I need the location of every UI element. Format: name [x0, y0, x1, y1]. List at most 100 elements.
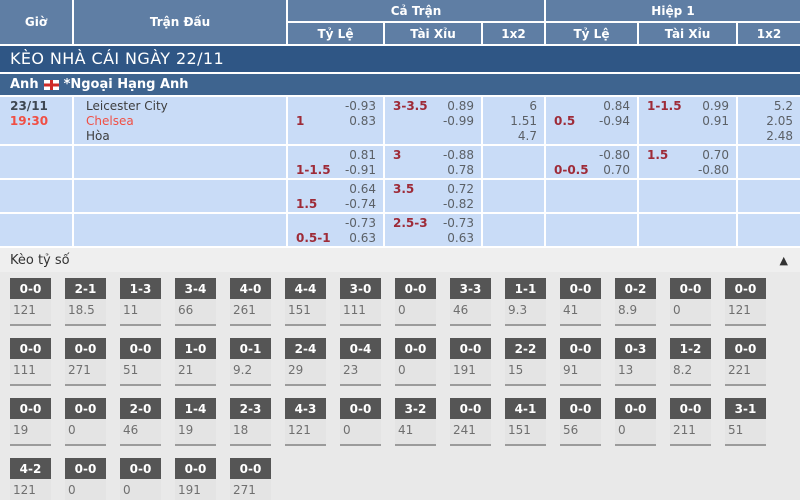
score-chip[interactable]: 0-0 221 — [725, 338, 766, 386]
score-chip[interactable]: 4-2 121 — [10, 458, 51, 500]
score-chip[interactable]: 4-0 261 — [230, 278, 271, 326]
ft-handicap-cell[interactable]: 0.5-1 -0.73 0.63 — [288, 214, 383, 246]
h1-over-under-cell[interactable]: 1-1.5 0.99 0.91 — [639, 97, 736, 144]
score-chip[interactable]: 3-3 46 — [450, 278, 491, 326]
h1-over-under-cell[interactable]: 1.5 0.70 -0.80 — [639, 146, 736, 178]
score-chip[interactable]: 0-4 23 — [340, 338, 381, 386]
score-chip[interactable]: 0-0 19 — [10, 398, 51, 446]
handicap-value: 0.5 — [554, 114, 576, 128]
score-chip-label: 0-0 — [120, 338, 161, 359]
score-chip[interactable]: 2-0 46 — [120, 398, 161, 446]
odds-table: Giờ Trận Đấu Cả Trận Hiệp 1 Tỷ Lệ Tài Xỉ… — [0, 0, 800, 246]
handicap-value: 3.5 — [393, 182, 415, 196]
ft-1x2-cell[interactable]: 6 1.51 4.7 — [483, 97, 544, 144]
header-h1-over-under: Tài Xỉu — [639, 23, 736, 44]
score-chip[interactable]: 0-0 56 — [560, 398, 601, 446]
score-chip[interactable]: 0-1 9.2 — [230, 338, 271, 386]
score-chip[interactable]: 0-2 8.9 — [615, 278, 656, 326]
score-chip[interactable]: 4-4 151 — [285, 278, 326, 326]
h1-handicap-cell[interactable]: 0.5 0.84 -0.94 — [546, 97, 637, 144]
score-chip-odds: 41 — [398, 423, 414, 437]
score-chip[interactable]: 0-0 0 — [120, 458, 161, 500]
score-section-title: Kèo tỷ số — [10, 252, 70, 268]
ft-over-under-cell[interactable]: 3.5 0.72 -0.82 — [385, 180, 481, 212]
score-chip[interactable]: 0-0 41 — [560, 278, 601, 326]
league-bar[interactable]: Anh *Ngoại Hạng Anh — [0, 74, 800, 95]
score-chip-label: 0-0 — [230, 458, 271, 479]
score-chip[interactable]: 1-4 19 — [175, 398, 216, 446]
handicap-value: 2.5-3 — [393, 216, 428, 230]
score-chip-label: 0-0 — [450, 338, 491, 359]
score-chip-label: 3-3 — [450, 278, 491, 299]
score-chip-label: 0-0 — [65, 338, 106, 359]
score-chip-odds: 111 — [343, 303, 366, 317]
ft-over-under-cell[interactable]: 3 -0.88 0.78 — [385, 146, 481, 178]
score-chip-label: 0-0 — [560, 278, 601, 299]
score-chip[interactable]: 2-2 15 — [505, 338, 546, 386]
ft-handicap-cell[interactable]: 1-1.5 0.81 -0.91 — [288, 146, 383, 178]
score-chip[interactable]: 2-4 29 — [285, 338, 326, 386]
ft-handicap-cell[interactable]: 1 -0.93 0.83 — [288, 97, 383, 144]
score-chip[interactable]: 0-0 121 — [10, 278, 51, 326]
score-chip[interactable]: 3-4 66 — [175, 278, 216, 326]
odds-values: -0.88 0.78 — [443, 148, 474, 178]
ft-handicap-cell[interactable]: 1.5 0.64 -0.74 — [288, 180, 383, 212]
header-time: Giờ — [0, 0, 72, 44]
score-chip[interactable]: 3-2 41 — [395, 398, 436, 446]
score-chip[interactable]: 0-0 0 — [395, 338, 436, 386]
score-chip[interactable]: 0-0 241 — [450, 398, 491, 446]
score-chip[interactable]: 0-0 0 — [615, 398, 656, 446]
time-cell: 23/11 19:30 — [0, 97, 72, 144]
score-chip[interactable]: 0-0 191 — [450, 338, 491, 386]
h1-1x2-cell[interactable]: 5.2 2.05 2.48 — [738, 97, 800, 144]
odds-values: 0.84 -0.94 — [599, 99, 630, 129]
score-chip[interactable]: 1-1 9.3 — [505, 278, 546, 326]
score-chip[interactable]: 0-0 51 — [120, 338, 161, 386]
score-chip[interactable]: 0-0 111 — [10, 338, 51, 386]
score-chip-label: 0-0 — [560, 338, 601, 359]
h1-handicap-cell[interactable]: 0-0.5 -0.80 0.70 — [546, 146, 637, 178]
ft-over-under-cell[interactable]: 3-3.5 0.89 -0.99 — [385, 97, 481, 144]
score-chip-odds: 46 — [123, 423, 139, 437]
score-chip[interactable]: 0-0 0 — [65, 458, 106, 500]
handicap-value: 3-3.5 — [393, 99, 428, 113]
score-chip[interactable]: 2-1 18.5 — [65, 278, 106, 326]
score-chip[interactable]: 0-0 91 — [560, 338, 601, 386]
ft-over-under-cell[interactable]: 2.5-3 -0.73 0.63 — [385, 214, 481, 246]
score-chip[interactable]: 0-0 191 — [175, 458, 216, 500]
odds-bottom: -0.99 — [442, 114, 474, 128]
odds-values: 0.89 -0.99 — [443, 99, 474, 129]
handicap-value: 1.5 — [647, 148, 669, 162]
score-chip[interactable]: 0-0 211 — [670, 398, 711, 446]
score-chip[interactable]: 0-0 271 — [230, 458, 271, 500]
score-chip[interactable]: 3-1 51 — [725, 398, 766, 446]
league-name: *Ngoại Hạng Anh — [63, 77, 189, 92]
match-date: 23/11 — [10, 99, 48, 113]
score-chip[interactable]: 4-3 121 — [285, 398, 326, 446]
score-chip[interactable]: 2-3 18 — [230, 398, 271, 446]
score-chip[interactable]: 0-0 0 — [395, 278, 436, 326]
score-chip[interactable]: 4-1 151 — [505, 398, 546, 446]
header-first-half: Hiệp 1 — [546, 0, 800, 21]
score-chip-label: 0-1 — [230, 338, 271, 359]
score-chip[interactable]: 0-0 0 — [65, 398, 106, 446]
score-chip-odds: 241 — [453, 423, 476, 437]
score-chip[interactable]: 0-0 0 — [340, 398, 381, 446]
time-cell — [0, 146, 72, 178]
score-chip[interactable]: 1-0 21 — [175, 338, 216, 386]
draw-label: Hòa — [86, 129, 110, 143]
odds-bottom: -0.91 — [344, 163, 376, 177]
match-cell — [74, 180, 286, 212]
collapse-arrow-icon[interactable]: ▲ — [779, 253, 788, 267]
score-chip[interactable]: 0-0 121 — [725, 278, 766, 326]
score-chip[interactable]: 1-2 8.2 — [670, 338, 711, 386]
score-chip[interactable]: 0-0 0 — [670, 278, 711, 326]
score-chip-label: 3-0 — [340, 278, 381, 299]
score-chip[interactable]: 0-0 271 — [65, 338, 106, 386]
score-chip[interactable]: 1-3 11 — [120, 278, 161, 326]
match-cell[interactable]: Leicester City Chelsea Hòa — [74, 97, 286, 144]
score-chip[interactable]: 3-0 111 — [340, 278, 381, 326]
odds-bottom: -0.80 — [697, 163, 729, 177]
score-chip[interactable]: 0-3 13 — [615, 338, 656, 386]
